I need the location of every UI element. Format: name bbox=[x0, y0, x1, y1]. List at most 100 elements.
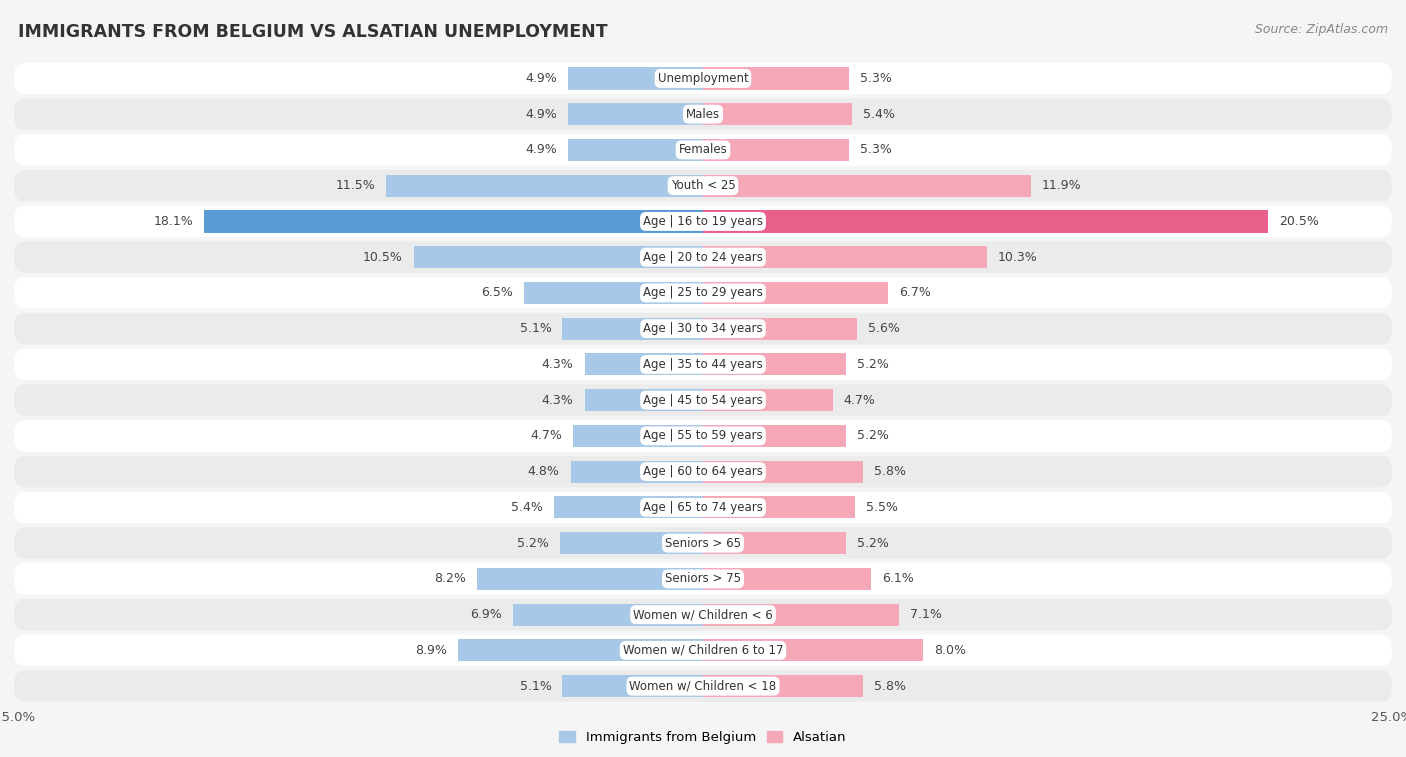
Bar bbox=[458, 640, 703, 662]
Text: Age | 25 to 29 years: Age | 25 to 29 years bbox=[643, 286, 763, 300]
Text: 20.5%: 20.5% bbox=[1279, 215, 1319, 228]
FancyBboxPatch shape bbox=[14, 206, 1392, 237]
Text: 5.5%: 5.5% bbox=[866, 501, 897, 514]
FancyBboxPatch shape bbox=[14, 492, 1392, 523]
Text: 6.1%: 6.1% bbox=[882, 572, 914, 585]
Bar bbox=[562, 675, 703, 697]
Bar bbox=[568, 67, 703, 89]
Bar bbox=[703, 675, 863, 697]
Bar bbox=[524, 282, 703, 304]
Bar bbox=[703, 318, 858, 340]
FancyBboxPatch shape bbox=[14, 420, 1392, 452]
FancyBboxPatch shape bbox=[14, 313, 1392, 344]
Text: 4.9%: 4.9% bbox=[526, 107, 557, 120]
Text: Age | 45 to 54 years: Age | 45 to 54 years bbox=[643, 394, 763, 407]
Bar bbox=[560, 532, 703, 554]
Text: 5.4%: 5.4% bbox=[863, 107, 894, 120]
Bar bbox=[703, 103, 852, 125]
Text: 4.3%: 4.3% bbox=[541, 394, 574, 407]
FancyBboxPatch shape bbox=[14, 599, 1392, 631]
Bar bbox=[413, 246, 703, 268]
Text: 5.2%: 5.2% bbox=[858, 537, 889, 550]
Bar bbox=[703, 246, 987, 268]
Text: 5.4%: 5.4% bbox=[512, 501, 543, 514]
Text: 4.7%: 4.7% bbox=[844, 394, 876, 407]
Text: IMMIGRANTS FROM BELGIUM VS ALSATIAN UNEMPLOYMENT: IMMIGRANTS FROM BELGIUM VS ALSATIAN UNEM… bbox=[18, 23, 607, 41]
Bar bbox=[703, 354, 846, 375]
Text: 5.1%: 5.1% bbox=[520, 322, 551, 335]
Text: 5.1%: 5.1% bbox=[520, 680, 551, 693]
Text: Unemployment: Unemployment bbox=[658, 72, 748, 85]
Text: Age | 65 to 74 years: Age | 65 to 74 years bbox=[643, 501, 763, 514]
Text: Age | 30 to 34 years: Age | 30 to 34 years bbox=[643, 322, 763, 335]
Text: 10.5%: 10.5% bbox=[363, 251, 402, 263]
Bar bbox=[703, 210, 1268, 232]
Text: 7.1%: 7.1% bbox=[910, 608, 942, 621]
Bar bbox=[703, 640, 924, 662]
Text: Age | 60 to 64 years: Age | 60 to 64 years bbox=[643, 465, 763, 478]
Text: 5.3%: 5.3% bbox=[860, 72, 891, 85]
Text: Women w/ Children 6 to 17: Women w/ Children 6 to 17 bbox=[623, 644, 783, 657]
Bar bbox=[204, 210, 703, 232]
Bar bbox=[703, 67, 849, 89]
Text: 5.6%: 5.6% bbox=[869, 322, 900, 335]
FancyBboxPatch shape bbox=[14, 671, 1392, 702]
Text: 10.3%: 10.3% bbox=[998, 251, 1038, 263]
Bar bbox=[703, 603, 898, 626]
Bar bbox=[574, 425, 703, 447]
Text: 6.7%: 6.7% bbox=[898, 286, 931, 300]
Text: 11.9%: 11.9% bbox=[1042, 179, 1081, 192]
Text: 4.3%: 4.3% bbox=[541, 358, 574, 371]
Bar bbox=[703, 460, 863, 483]
Bar bbox=[562, 318, 703, 340]
Text: 8.9%: 8.9% bbox=[415, 644, 447, 657]
Text: 4.8%: 4.8% bbox=[527, 465, 560, 478]
Text: 6.9%: 6.9% bbox=[470, 608, 502, 621]
Text: 4.9%: 4.9% bbox=[526, 143, 557, 157]
Text: Women w/ Children < 6: Women w/ Children < 6 bbox=[633, 608, 773, 621]
Bar bbox=[703, 389, 832, 411]
Bar bbox=[513, 603, 703, 626]
Text: 18.1%: 18.1% bbox=[153, 215, 193, 228]
FancyBboxPatch shape bbox=[14, 98, 1392, 130]
Bar bbox=[554, 497, 703, 519]
Text: Age | 16 to 19 years: Age | 16 to 19 years bbox=[643, 215, 763, 228]
Bar bbox=[703, 282, 887, 304]
Text: Age | 20 to 24 years: Age | 20 to 24 years bbox=[643, 251, 763, 263]
Text: 8.2%: 8.2% bbox=[434, 572, 465, 585]
Bar bbox=[703, 425, 846, 447]
FancyBboxPatch shape bbox=[14, 563, 1392, 595]
FancyBboxPatch shape bbox=[14, 528, 1392, 559]
Text: Females: Females bbox=[679, 143, 727, 157]
Legend: Immigrants from Belgium, Alsatian: Immigrants from Belgium, Alsatian bbox=[554, 725, 852, 749]
Text: 11.5%: 11.5% bbox=[335, 179, 375, 192]
FancyBboxPatch shape bbox=[14, 277, 1392, 309]
Bar bbox=[703, 139, 849, 161]
Text: Males: Males bbox=[686, 107, 720, 120]
FancyBboxPatch shape bbox=[14, 241, 1392, 273]
Text: 4.7%: 4.7% bbox=[530, 429, 562, 442]
Text: Age | 35 to 44 years: Age | 35 to 44 years bbox=[643, 358, 763, 371]
Text: 5.2%: 5.2% bbox=[858, 358, 889, 371]
FancyBboxPatch shape bbox=[14, 349, 1392, 380]
Bar bbox=[568, 103, 703, 125]
Text: Age | 55 to 59 years: Age | 55 to 59 years bbox=[643, 429, 763, 442]
Text: Seniors > 75: Seniors > 75 bbox=[665, 572, 741, 585]
Text: 5.2%: 5.2% bbox=[517, 537, 548, 550]
Bar bbox=[571, 460, 703, 483]
Bar bbox=[703, 497, 855, 519]
FancyBboxPatch shape bbox=[14, 456, 1392, 488]
Bar bbox=[703, 175, 1031, 197]
Text: 5.8%: 5.8% bbox=[875, 680, 905, 693]
Text: Youth < 25: Youth < 25 bbox=[671, 179, 735, 192]
Text: 5.8%: 5.8% bbox=[875, 465, 905, 478]
Text: 5.2%: 5.2% bbox=[858, 429, 889, 442]
Bar bbox=[568, 139, 703, 161]
FancyBboxPatch shape bbox=[14, 170, 1392, 201]
Text: Seniors > 65: Seniors > 65 bbox=[665, 537, 741, 550]
Text: 4.9%: 4.9% bbox=[526, 72, 557, 85]
Bar bbox=[585, 389, 703, 411]
FancyBboxPatch shape bbox=[14, 63, 1392, 94]
Bar bbox=[477, 568, 703, 590]
Bar bbox=[703, 568, 872, 590]
